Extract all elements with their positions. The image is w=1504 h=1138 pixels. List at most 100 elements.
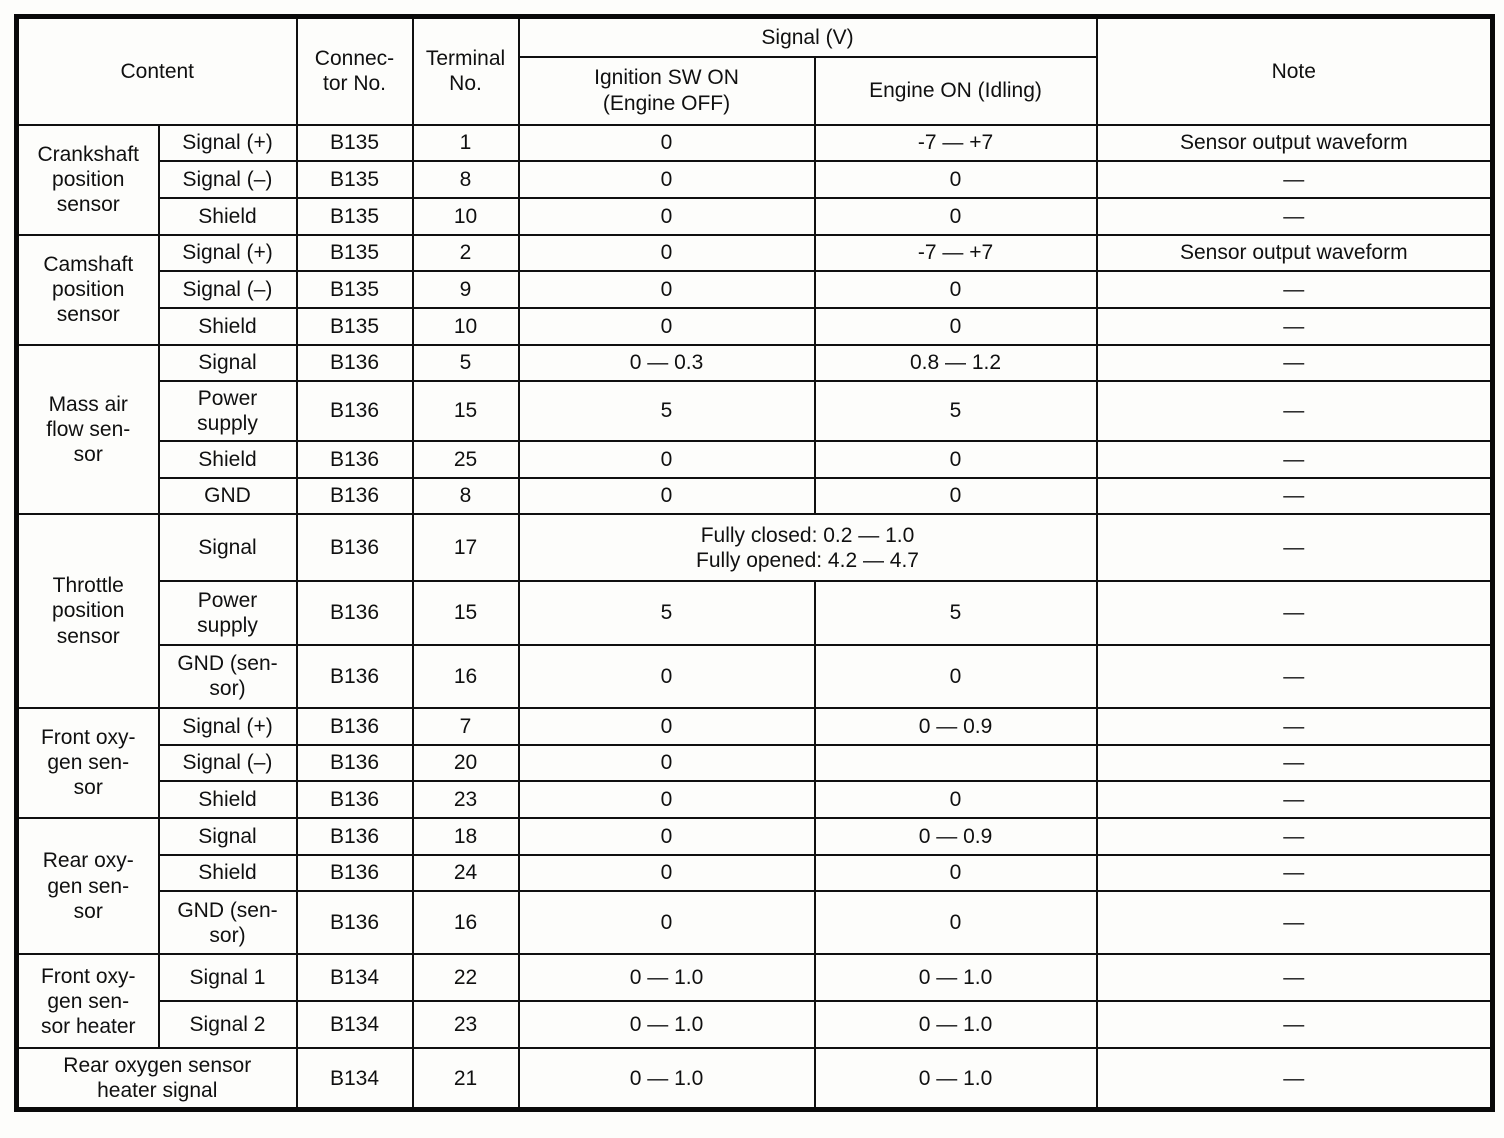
content-group-cell: Throttle position sensor [15,513,160,709]
ignition-value-cell: 0 [517,439,816,479]
engine-value-cell: -7 — +7 [813,123,1098,163]
note-cell: — [1095,853,1494,893]
table-row: Power supply B136 15 5 5 — [17,580,1494,646]
connector-cell: B135 [295,270,414,309]
engine-value-cell: 0 [813,643,1098,709]
ignition-value-cell: 0 [517,160,816,199]
terminal-cell: 8 [411,476,520,516]
ignition-value-cell: 0 [517,476,816,516]
note-cell: — [1095,439,1494,479]
content-sub-cell: Shield [157,780,298,819]
terminal-cell: 1 [411,123,520,163]
ignition-value-cell: 0 [517,233,816,273]
content-sub-cell: Power supply [157,580,298,646]
note-cell: Sensor output waveform [1095,123,1494,163]
header-row-top: Content Connec- tor No. Terminal No. Sig… [15,15,1494,126]
connector-cell: B136 [295,343,414,383]
engine-value-cell [813,743,1098,783]
connector-cell: B134 [295,1000,414,1050]
ignition-value-cell: 0 [517,853,816,893]
engine-value-cell: 0 — 0.9 [813,706,1098,746]
note-cell: — [1095,513,1494,583]
content-sub-cell: Signal (+) [157,706,298,746]
connector-cell: B136 [295,780,414,819]
note-cell: — [1095,953,1494,1003]
terminal-cell: 15 [411,380,520,442]
content-sub-cell: Signal (–) [157,270,298,309]
terminal-cell: 23 [411,780,520,819]
note-cell: — [1095,196,1494,236]
terminal-cell: 9 [411,270,520,309]
ignition-value-cell: 0 [517,643,816,709]
engine-value-cell: 0 [813,853,1098,893]
connector-cell: B135 [295,123,414,163]
connector-cell: B135 [295,196,414,236]
content-sub-cell: Signal (–) [157,160,298,199]
content-sub-cell: Signal (+) [157,233,298,273]
engine-value-cell: 0 [813,439,1098,479]
content-group-cell: Mass air flow sen- sor [15,343,160,516]
content-sub-cell: Signal [157,816,298,856]
engine-value-cell: 0 — 1.0 [813,953,1098,1003]
note-cell: — [1095,160,1494,199]
table-row: Shield B136 25 0 0 — [17,439,1494,479]
connector-cell: B134 [295,1047,414,1111]
note-cell: — [1095,643,1494,709]
table-row: Power supply B136 15 5 5 — [17,380,1494,442]
table-row: GND (sen- sor) B136 16 0 0 — [17,890,1494,956]
header-row-sub: Ignition SW ON (Engine OFF) Engine ON (I… [17,55,1493,126]
note-cell: — [1095,1000,1494,1050]
content-sub-cell: Signal 2 [157,1000,298,1050]
table-row: Crankshaft position sensor Signal (+) B1… [15,123,1494,236]
ignition-value-cell: 0 — 1.0 [517,1047,816,1111]
table-row: Signal (–) B135 8 0 0 — [17,160,1494,199]
note-cell: — [1095,380,1494,442]
table-row: Signal (–) B135 9 0 0 — [17,270,1494,309]
table-row: Rear oxy- gen sen- sor Signal B136 18 0 … [15,816,1494,956]
connector-cell: B136 [295,643,414,709]
content-sub-cell: Signal (+) [157,123,298,163]
ignition-value-cell: 0 [517,706,816,746]
connector-cell: B136 [295,439,414,479]
engine-value-cell: 0 [813,890,1098,956]
ignition-value-cell: 5 [517,380,816,442]
note-cell: — [1095,306,1494,346]
note-cell: — [1095,890,1494,956]
content-sub-cell: Power supply [157,380,298,442]
connector-cell: B136 [295,816,414,856]
terminal-cell: 16 [411,643,520,709]
engine-value-cell: 0 [813,270,1098,309]
terminal-cell: 5 [411,343,520,383]
sensor-signal-voltage-table: Content Connec- tor No. Terminal No. Sig… [14,14,1496,1112]
content-sub-cell: GND (sen- sor) [157,643,298,709]
table-row: Shield B135 10 0 0 — [17,306,1494,346]
terminal-cell: 16 [411,890,520,956]
note-cell: Sensor output waveform [1095,233,1494,273]
note-cell: — [1095,270,1494,309]
content-sub-cell: Shield [157,853,298,893]
engine-value-cell: 5 [813,580,1098,646]
engine-value-cell: 0 [813,476,1098,516]
ignition-value-cell: 0 [517,306,816,346]
content-sub-cell: GND [157,476,298,516]
terminal-cell: 10 [411,196,520,236]
content-group-cell: Front oxy- gen sen- sor [15,706,160,819]
header-terminal-no: Terminal No. [411,15,520,126]
ignition-value-cell: 0 [517,743,816,783]
terminal-cell: 8 [411,160,520,199]
table-row: Shield B136 24 0 0 — [17,853,1494,893]
engine-value-cell: 0 [813,196,1098,236]
ignition-value-cell: 5 [517,580,816,646]
header-signal-v: Signal (V) [517,15,1098,58]
table-row: GND B136 8 0 0 — [17,476,1494,516]
note-cell: — [1095,476,1494,516]
ignition-value-cell: 0 — 0.3 [517,343,816,383]
ignition-value-cell: 0 [517,270,816,309]
note-cell: — [1095,706,1494,746]
connector-cell: B136 [295,890,414,956]
terminal-cell: 21 [411,1047,520,1111]
connector-cell: B136 [295,476,414,516]
engine-value-cell: 5 [813,380,1098,442]
table-row: Front oxy- gen sen- sor Signal (+) B136 … [15,706,1494,819]
